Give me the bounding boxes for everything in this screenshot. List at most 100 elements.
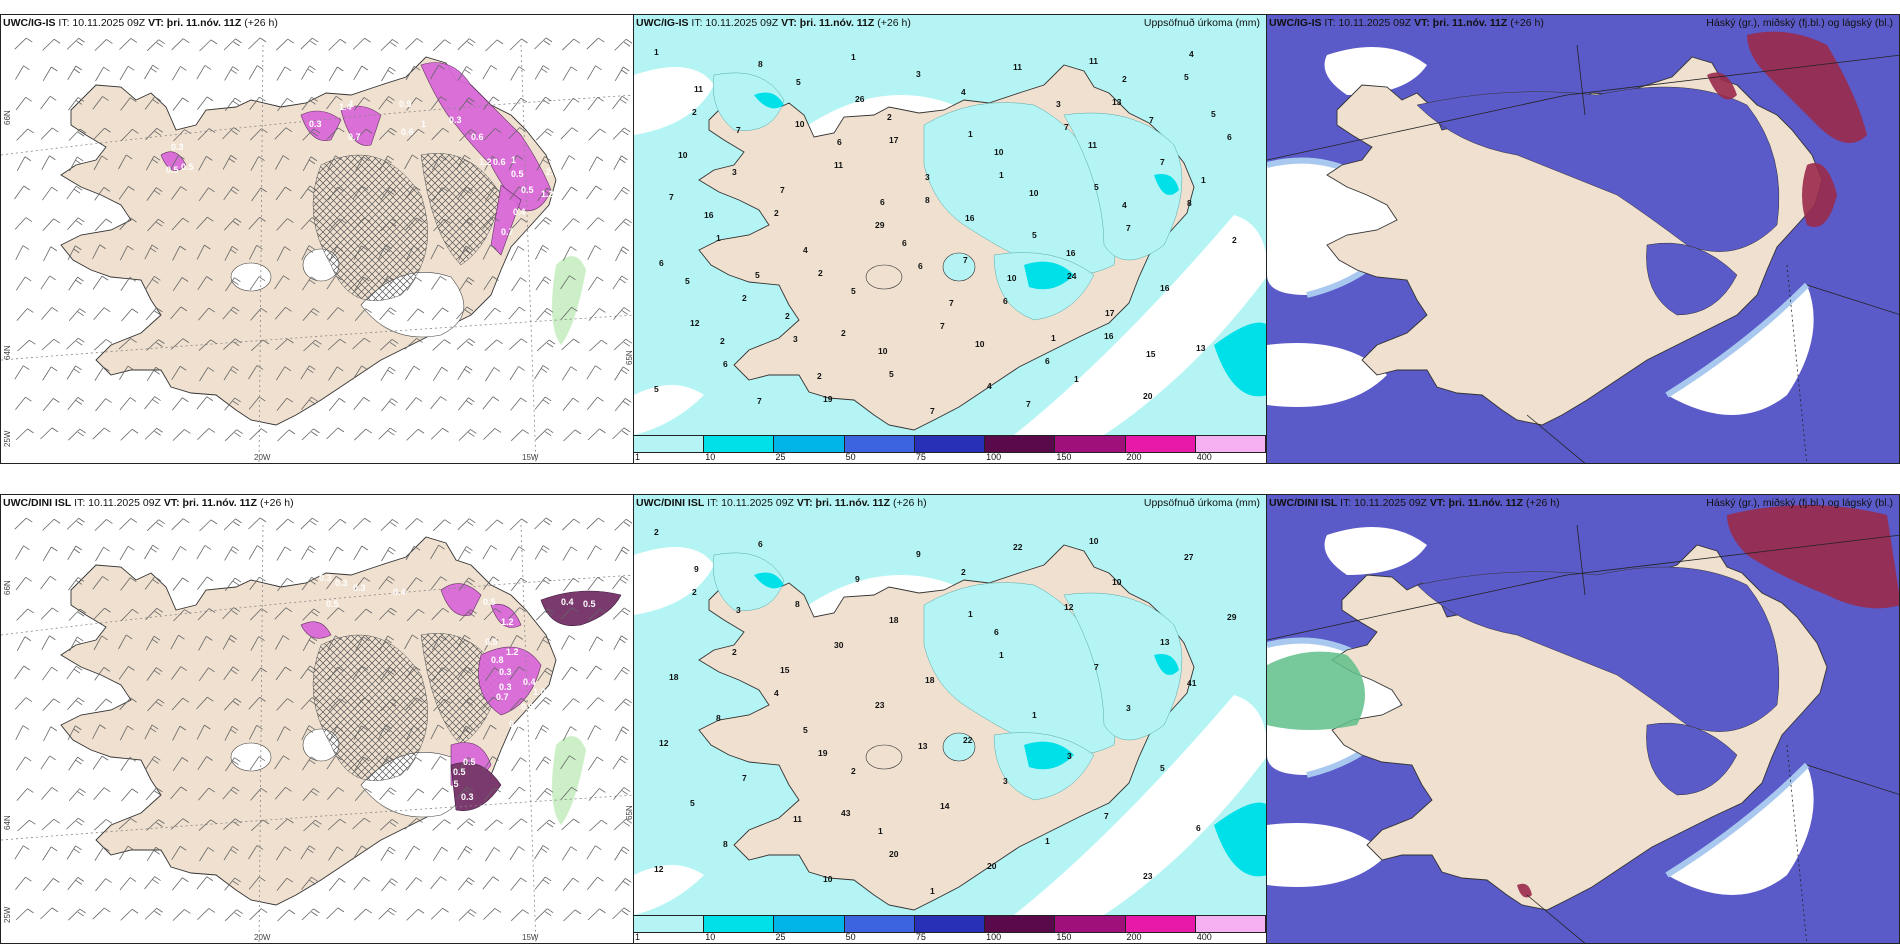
wind-barb-flag [462,157,469,163]
wind-barb-flag [494,307,501,313]
wind-barb [172,577,183,591]
wind-barb-flag [546,342,554,348]
wind-barb [508,127,520,140]
wind-barb [277,429,290,442]
wind-barb [612,607,625,620]
wind-barb [118,186,129,200]
precip-value-label: 13 [1196,343,1206,353]
wind-barb [534,876,546,890]
wind-barb-flag [234,698,242,703]
wind-barb-flag [310,156,318,162]
panel-wind-ig: UWC/IG-IS IT: 10.11.2025 09Z VT: þri. 11… [0,14,634,464]
wind-barb [147,218,159,232]
wind-barb [172,909,185,921]
lon-label-20w: 20W [254,453,271,462]
precip-value-label: 1 [716,233,721,243]
wind-barb-flag [75,400,82,405]
wind-barb [405,518,418,530]
wind-barb [458,277,469,292]
wind-barb-flag [78,37,85,43]
wind-barb [536,308,548,321]
wind-barb-flag [597,697,605,702]
icing-value-label: 0.3 [449,115,462,125]
wind-barb [458,245,467,261]
wind-barb-flag [387,369,394,375]
wind-barb-flag [440,396,447,401]
wind-barb-flag [572,577,580,583]
precip-area [923,102,1117,276]
wind-barb-flag [49,755,56,761]
wind-barb-flag [444,339,451,344]
wind-barb-flag [232,760,239,766]
wind-barb-flag [234,818,242,824]
wind-barb [250,788,262,801]
wind-barb-flag [361,185,369,191]
precip-value-label: 7 [669,192,674,202]
wind-barb-flag [363,397,370,402]
wind-barb-flag [73,668,81,674]
wind-barb [458,429,471,441]
precip-value-label: 12 [654,864,664,874]
wind-barb [67,697,79,710]
wind-barb-flag [570,846,578,851]
wind-barb-flag [309,665,317,671]
icing-value-label: 0.4 [523,677,536,687]
wind-barb [276,66,286,81]
wind-barb-flag [388,910,395,916]
wind-barb [68,128,81,141]
wind-barb [406,609,419,622]
wind-barb-flag [466,666,473,671]
wind-barb [67,577,79,591]
wind-barb-flag [620,849,628,855]
wind-barb [92,96,103,110]
wind-barb-flag [75,880,82,885]
wind-barb-flag [518,366,525,371]
wind-barb [510,429,523,442]
wind-barb-flag [599,308,606,313]
wind-barb-flag [463,848,471,854]
precip-value-label: 18 [925,675,935,685]
wind-barb [484,187,495,202]
wind-barb [535,725,544,740]
green-cloud-area [1267,651,1365,730]
wind-barb [94,339,107,351]
wind-barb [277,98,288,112]
wind-barb [379,155,389,171]
wind-barb-flag [441,187,449,192]
wind-barb-flag [23,185,31,191]
wind-barb [431,635,441,651]
wind-barb [68,608,81,621]
wind-barb [431,155,441,171]
wind-barb-flag [468,397,475,403]
precip-value-label: 16 [1160,283,1170,293]
wind-barb-flag [601,819,608,825]
wind-barb-flag [233,607,240,612]
wind-barb [378,275,389,290]
wind-barb [120,908,133,921]
wind-barb [224,66,234,81]
wind-barb [406,908,419,921]
wind-barb-flag [234,757,241,763]
wind-barb-flag [260,787,268,793]
wind-barb [483,307,496,321]
wind-barb [95,546,104,562]
wind-barb [613,635,622,650]
icing-value-label: 0.5 [485,637,498,647]
wind-barb-flag [625,698,632,704]
wind-barb-flag [181,757,189,762]
icing-value-label: 0.5 [583,599,596,609]
wind-barb [94,846,104,861]
wind-barb-flag [465,845,473,851]
wind-barb-flag [99,244,106,250]
wind-barb [276,698,288,711]
wind-barb [483,128,496,141]
wind-barb [510,726,519,741]
precip-value-label: 7 [963,255,968,265]
wind-barb [42,698,54,711]
wind-barb-flag [387,310,395,316]
wind-barb-flag [464,549,471,554]
longitude-line [520,44,537,463]
wind-barb [482,696,494,710]
wind-barb [15,65,24,80]
wind-barb-flag [156,522,163,527]
